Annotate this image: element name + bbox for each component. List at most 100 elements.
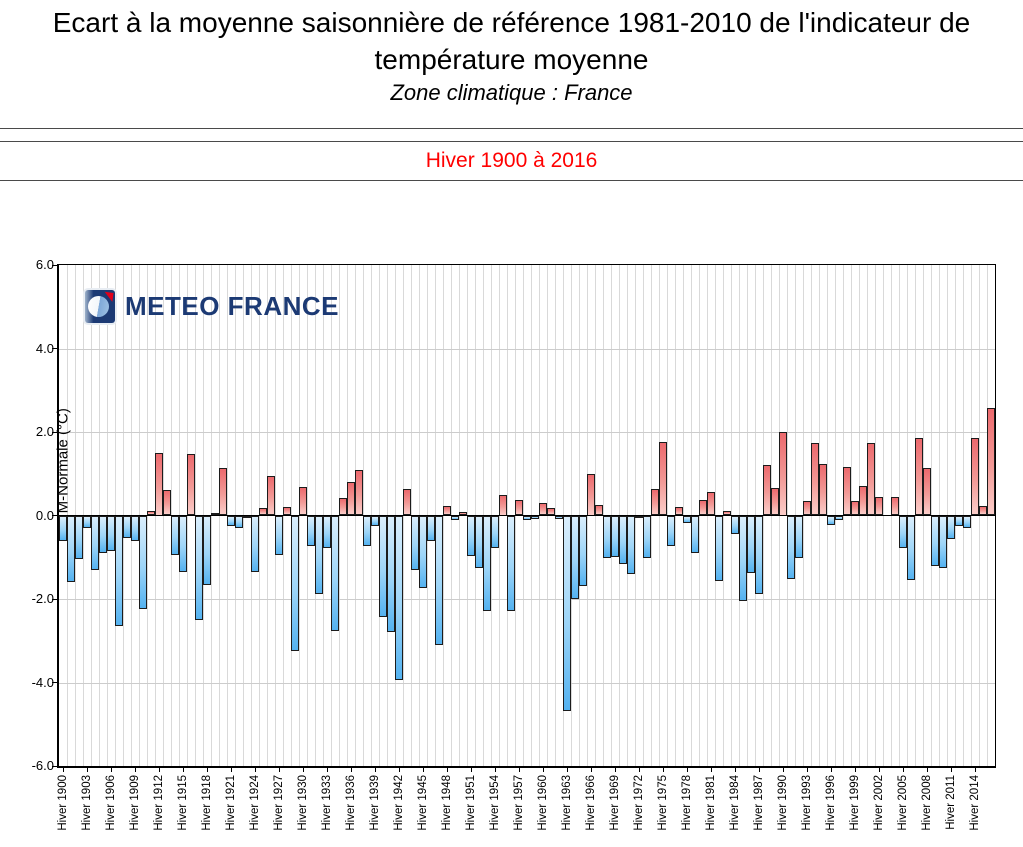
bar-1931: [307, 515, 315, 546]
x-tick-mark: [974, 768, 976, 772]
x-tick-label: Hiver 1966: [585, 775, 597, 831]
x-tick-mark: [446, 768, 448, 772]
bar-1904: [91, 515, 99, 570]
bar-1981: [707, 491, 715, 516]
x-tick-label: Hiver 1999: [849, 775, 861, 831]
bar-1962: [555, 515, 563, 519]
x-tick-label: Hiver 1990: [777, 775, 789, 831]
x-tick-mark: [734, 768, 736, 772]
y-tick-label: 0.0: [35, 507, 54, 523]
x-tick-mark: [230, 768, 232, 772]
bar-1998: [843, 467, 851, 516]
bar-2000: [859, 486, 867, 516]
bar-1905: [99, 515, 107, 554]
bar-2012: [955, 515, 963, 526]
bar-1983: [723, 511, 731, 516]
bar-1945: [419, 515, 427, 589]
x-tick-label: Hiver 1900: [57, 775, 69, 831]
x-tick-mark: [326, 768, 328, 772]
bar-1927: [275, 515, 283, 555]
x-tick-label: Hiver 2008: [921, 775, 933, 831]
bar-1986: [747, 515, 755, 573]
x-tick-mark: [470, 768, 472, 772]
header-divider: [0, 128, 1023, 129]
bar-1963: [563, 515, 571, 711]
bar-1939: [371, 515, 379, 526]
bar-1959: [531, 515, 539, 519]
x-tick-label: Hiver 2002: [873, 775, 885, 831]
x-tick-mark: [302, 768, 304, 772]
bar-1900: [59, 515, 67, 541]
x-tick-mark: [398, 768, 400, 772]
bar-1942: [395, 515, 403, 680]
x-tick-label: Hiver 2014: [969, 775, 981, 831]
bar-1903: [83, 515, 91, 529]
x-tick-label: Hiver 1951: [465, 775, 477, 831]
bar-1973: [643, 515, 651, 559]
x-tick-label: Hiver 1996: [825, 775, 837, 831]
period-label: Hiver 1900 à 2016: [425, 149, 598, 172]
bar-1946: [427, 515, 435, 541]
page-subtitle: Zone climatique : France: [390, 80, 633, 105]
bar-2016: [987, 408, 995, 516]
x-tick-label: Hiver 1912: [153, 775, 165, 831]
x-tick-label: Hiver 1954: [489, 775, 501, 831]
x-tick-label: Hiver 1918: [201, 775, 213, 831]
bar-1984: [731, 515, 739, 535]
x-tick-mark: [182, 768, 184, 772]
bar-2004: [891, 496, 899, 516]
x-tick-mark: [422, 768, 424, 772]
x-tick-mark: [566, 768, 568, 772]
bar-1918: [203, 515, 211, 586]
x-tick-label: Hiver 1984: [729, 775, 741, 831]
bar-1957: [515, 499, 523, 516]
bar-1949: [451, 515, 459, 520]
bar-1909: [131, 515, 139, 541]
bar-2011: [947, 515, 955, 540]
x-tick-mark: [374, 768, 376, 772]
bar-1937: [355, 469, 363, 516]
y-tick-mark: [52, 598, 57, 600]
bar-1956: [507, 515, 515, 612]
bar-1968: [603, 515, 611, 559]
x-tick-label: Hiver 2011: [945, 775, 957, 830]
x-tick-mark: [806, 768, 808, 772]
y-tick-mark: [52, 515, 57, 516]
x-tick-mark: [542, 768, 544, 772]
bar-1947: [435, 515, 443, 645]
y-tick-mark: [52, 431, 57, 433]
x-tick-mark: [158, 768, 160, 772]
bar-1976: [667, 515, 675, 546]
meteo-france-logo-icon: [85, 290, 115, 323]
y-tick-mark: [52, 348, 57, 349]
x-tick-label: Hiver 1936: [345, 775, 357, 831]
bar-1948: [443, 506, 451, 516]
bar-1990: [779, 432, 787, 516]
bar-1912: [155, 452, 163, 516]
bar-1926: [267, 475, 275, 516]
bar-1944: [411, 515, 419, 570]
x-tick-mark: [254, 768, 256, 772]
bar-1992: [795, 515, 803, 559]
x-tick-label: Hiver 1921: [225, 775, 237, 831]
bar-1975: [659, 442, 667, 516]
x-tick-mark: [782, 768, 784, 772]
bar-1935: [339, 497, 347, 516]
value-gridline: [59, 432, 995, 433]
meteo-france-logo: METEO FRANCE: [85, 290, 339, 323]
x-tick-label: Hiver 1972: [633, 775, 645, 831]
bar-1910: [139, 515, 147, 610]
bar-1908: [123, 515, 131, 539]
bar-1971: [627, 515, 635, 575]
bar-1955: [499, 494, 507, 516]
bar-1930: [299, 487, 307, 516]
bar-1985: [739, 515, 747, 601]
y-tick-label: 6.0: [35, 257, 54, 272]
bar-1979: [691, 515, 699, 554]
bar-1997: [835, 515, 843, 520]
x-tick-mark: [350, 768, 352, 772]
bar-1936: [347, 482, 355, 516]
bar-2002: [875, 497, 883, 516]
x-tick-mark: [902, 768, 904, 772]
x-tick-label: Hiver 1987: [753, 775, 765, 831]
